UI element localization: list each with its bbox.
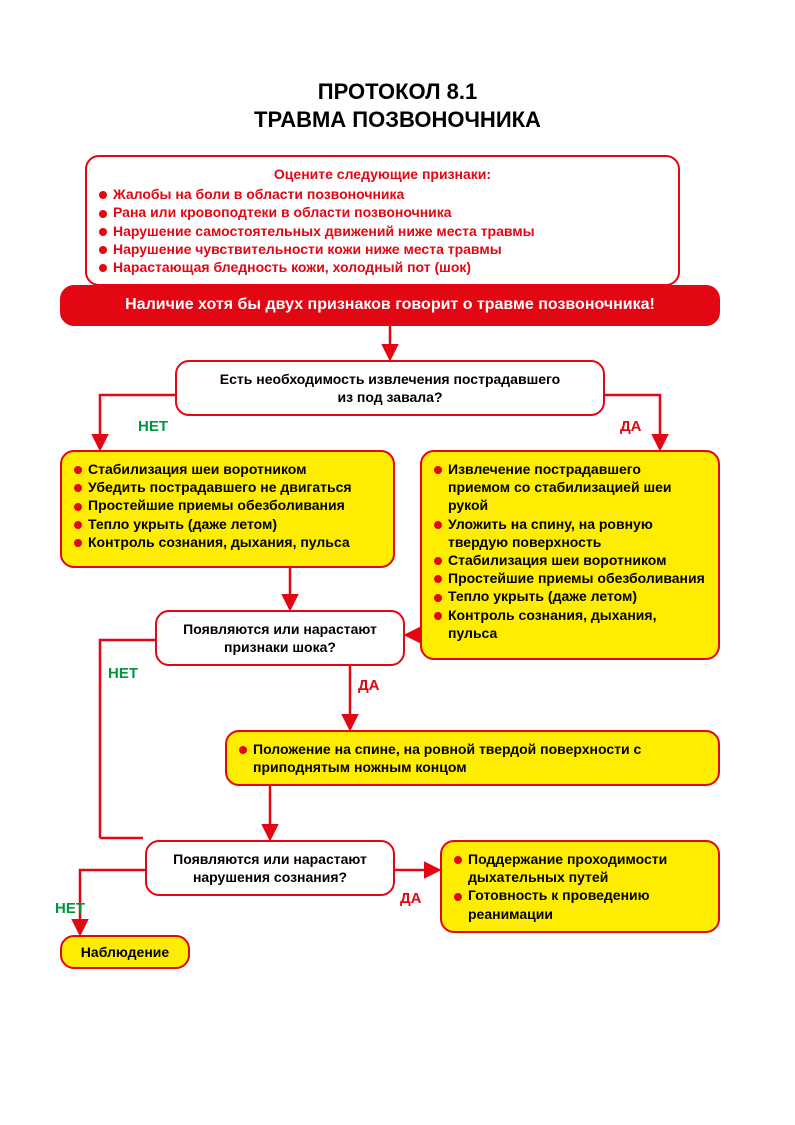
list-item: Готовность к проведению реанимации [454, 886, 706, 922]
node-right-final: Поддержание проходимости дыхательных пут… [440, 840, 720, 933]
list-item: Положение на спине, на ровной твердой по… [239, 740, 706, 776]
q-cons-l1: Появляются или нарастают [159, 850, 381, 868]
list-item: Простейшие приемы обезболивания [74, 496, 381, 514]
list-item: Жалобы на боли в области позвоночника [99, 185, 666, 203]
right-actions-list: Извлечение пострадавшего приемом со стаб… [434, 460, 706, 642]
q-shock-l1: Появляются или нарастают [169, 620, 391, 638]
list-item: Уложить на спину, на ровную твердую пове… [434, 515, 706, 551]
node-observe: Наблюдение [60, 935, 190, 969]
node-left-actions: Стабилизация шеи воротникомУбедить постр… [60, 450, 395, 568]
list-item: Нарушение самостоятельных движений ниже … [99, 222, 666, 240]
warning-text: Наличие хотя бы двух признаков говорит о… [125, 295, 655, 316]
list-item: Убедить пострадавшего не двигаться [74, 478, 381, 496]
q-shock-l2: признаки шока? [169, 638, 391, 656]
edge-label-no: НЕТ [138, 418, 168, 435]
list-item: Нарушение чувствительности кожи ниже мес… [99, 240, 666, 258]
left-actions-list: Стабилизация шеи воротникомУбедить постр… [74, 460, 381, 551]
node-question-extract: Есть необходимость извлечения пострадавш… [175, 360, 605, 416]
right-final-list: Поддержание проходимости дыхательных пут… [454, 850, 706, 923]
edge-label-yes: ДА [620, 418, 642, 435]
assess-header: Оцените следующие признаки: [99, 165, 666, 183]
position-list: Положение на спине, на ровной твердой по… [239, 740, 706, 776]
edge-label-no: НЕТ [55, 900, 85, 917]
node-position: Положение на спине, на ровной твердой по… [225, 730, 720, 786]
edge-label-yes: ДА [358, 677, 380, 694]
q-extract-l1: Есть необходимость извлечения пострадавш… [189, 370, 591, 388]
node-assess-signs: Оцените следующие признаки: Жалобы на бо… [85, 155, 680, 286]
list-item: Поддержание проходимости дыхательных пут… [454, 850, 706, 886]
list-item: Тепло укрыть (даже летом) [434, 587, 706, 605]
list-item: Тепло укрыть (даже летом) [74, 515, 381, 533]
list-item: Стабилизация шеи воротником [434, 551, 706, 569]
list-item: Рана или кровоподтеки в области позвоноч… [99, 203, 666, 221]
edge [80, 870, 145, 933]
node-right-actions: Извлечение пострадавшего приемом со стаб… [420, 450, 720, 660]
list-item: Нарастающая бледность кожи, холодный пот… [99, 258, 666, 276]
q-extract-l2: из под завала? [189, 388, 591, 406]
list-item: Стабилизация шеи воротником [74, 460, 381, 478]
list-item: Простейшие приемы обезболивания [434, 569, 706, 587]
observe-text: Наблюдение [81, 944, 169, 960]
edge-label-yes: ДА [400, 890, 422, 907]
node-warning: Наличие хотя бы двух признаков говорит о… [60, 285, 720, 326]
edge-label-no: НЕТ [108, 665, 138, 682]
q-cons-l2: нарушения сознания? [159, 868, 381, 886]
node-question-consciousness: Появляются или нарастают нарушения созна… [145, 840, 395, 896]
node-question-shock: Появляются или нарастают признаки шока? [155, 610, 405, 666]
assess-list: Жалобы на боли в области позвоночникаРан… [99, 185, 666, 276]
list-item: Контроль сознания, дыхания, пульса [434, 606, 706, 642]
list-item: Контроль сознания, дыхания, пульса [74, 533, 381, 551]
list-item: Извлечение пострадавшего приемом со стаб… [434, 460, 706, 515]
